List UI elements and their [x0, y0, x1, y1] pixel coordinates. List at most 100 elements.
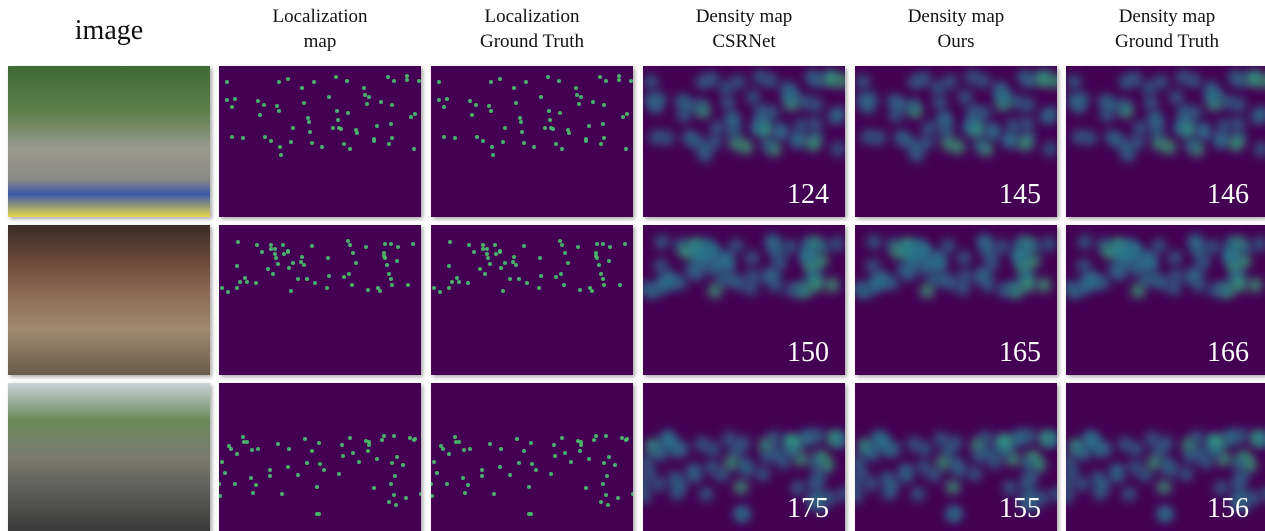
map-spot [907, 437, 921, 451]
map-spot [386, 75, 390, 79]
map-spot [322, 468, 326, 472]
map-spot [1121, 148, 1135, 162]
map-spot [235, 264, 239, 268]
map-spot [245, 280, 249, 284]
photo [8, 225, 210, 375]
map-spot [475, 135, 479, 139]
map-spot [808, 117, 822, 131]
map-spot [1255, 107, 1265, 121]
map-spot [670, 486, 684, 500]
map-spot [278, 145, 282, 149]
map-spot [562, 283, 566, 287]
map-spot [1154, 75, 1168, 89]
map-spot [437, 80, 441, 84]
map-spot [1214, 134, 1228, 148]
map-spot [442, 135, 446, 139]
map-spot [574, 86, 578, 90]
map-spot [602, 283, 606, 287]
map-spot [273, 252, 277, 256]
map-spot [855, 489, 863, 503]
map-spot [601, 277, 605, 281]
map-spot [1078, 235, 1092, 249]
map-spot [501, 289, 505, 293]
map-spot [994, 88, 1008, 102]
map-spot [579, 95, 583, 99]
map-spot [756, 467, 770, 481]
map-spot [345, 79, 349, 83]
map-spot [411, 242, 415, 246]
map-spot [1253, 237, 1265, 251]
map-spot [1232, 456, 1246, 470]
map-spot [1043, 142, 1057, 156]
map-spot [393, 474, 397, 478]
map-spot [995, 240, 1009, 254]
map-spot [363, 93, 367, 97]
map-spot [631, 492, 633, 496]
map-spot [442, 105, 446, 109]
map-spot [488, 442, 492, 446]
map-spot [1077, 259, 1091, 273]
map-spot [893, 98, 907, 112]
map-spot [1184, 137, 1198, 151]
map-spot [1023, 74, 1037, 88]
map-spot [824, 73, 838, 87]
map-spot [791, 134, 805, 148]
map-spot [761, 137, 775, 151]
map-spot [867, 235, 881, 249]
map-spot [1168, 251, 1182, 265]
map-spot [336, 118, 340, 122]
map-spot [917, 460, 931, 474]
map-spot [1261, 487, 1265, 501]
column-header: LocalizationGround Truth [431, 4, 633, 54]
map-spot [770, 446, 784, 460]
map-spot [485, 252, 489, 256]
map-spot [599, 142, 603, 146]
density-map: 155 [855, 383, 1057, 531]
map-spot [300, 255, 304, 259]
map-spot [705, 460, 719, 474]
map-spot [710, 121, 724, 135]
map-spot [529, 441, 533, 445]
map-spot [340, 443, 344, 447]
map-spot [269, 139, 273, 143]
map-spot [560, 243, 564, 247]
map-spot [558, 111, 562, 115]
map-spot [1021, 456, 1035, 470]
map-spot [920, 284, 934, 298]
map-spot [260, 250, 264, 254]
map-spot [432, 460, 436, 464]
map-spot [765, 234, 779, 248]
map-spot [592, 438, 596, 442]
map-spot [313, 281, 317, 285]
map-spot [982, 446, 996, 460]
map-spot [812, 469, 826, 483]
column-header: Density mapCSRNet [643, 4, 845, 54]
map-spot [271, 272, 275, 276]
map-spot [563, 451, 567, 455]
map-spot [392, 79, 396, 83]
map-spot [623, 242, 627, 246]
map-spot [1093, 486, 1107, 500]
map-spot [432, 286, 436, 290]
map-spot [941, 239, 955, 253]
map-spot [457, 440, 461, 444]
map-spot [613, 463, 617, 467]
map-spot [887, 442, 901, 456]
map-spot [254, 281, 258, 285]
map-spot [956, 281, 970, 295]
map-spot [326, 256, 330, 260]
map-spot [602, 103, 606, 107]
map-spot [767, 431, 781, 445]
map-spot [390, 283, 394, 287]
map-spot [489, 109, 493, 113]
map-spot [654, 447, 668, 461]
map-spot [936, 456, 950, 470]
map-spot [327, 274, 331, 278]
map-spot [830, 237, 844, 251]
map-spot [317, 441, 321, 445]
localization-map [431, 383, 633, 531]
map-spot [1159, 507, 1173, 521]
column-header: Localizationmap [219, 4, 421, 54]
map-spot [503, 261, 507, 265]
map-spot [220, 286, 224, 290]
